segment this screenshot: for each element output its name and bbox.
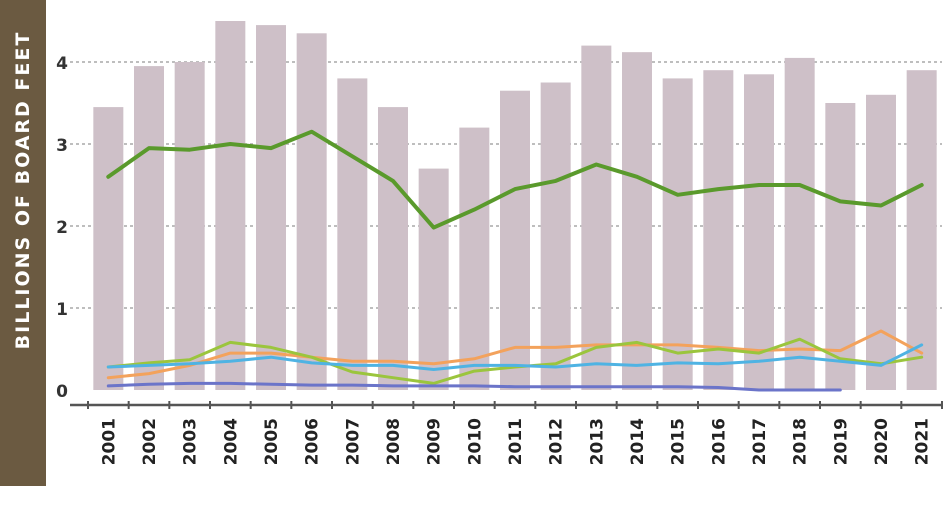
x-tick-label: 2021 (913, 418, 933, 465)
x-tick-label: 2006 (303, 418, 323, 465)
bar (378, 107, 408, 390)
bar (215, 21, 246, 390)
bar (622, 52, 652, 390)
x-tick-label: 2012 (547, 418, 567, 465)
y-tick-label: 3 (56, 136, 68, 156)
bar (581, 45, 612, 390)
x-axis (70, 401, 943, 409)
x-tick-labels: 2001 2002 2003 2004 2005 2006 2007 2008 2009 2010… (99, 418, 932, 465)
bar (418, 168, 449, 390)
x-tick-label: 2001 (99, 418, 119, 465)
series-line (106, 129, 924, 230)
series-line (106, 381, 842, 392)
x-tick-label: 2005 (262, 418, 282, 465)
x-tick-label: 2016 (709, 418, 729, 465)
x-tick-label: 2009 (425, 418, 445, 465)
bar (296, 33, 327, 391)
x-tick-label: 2017 (750, 418, 770, 465)
x-tick-label: 2008 (384, 418, 404, 465)
x-tick-label: 2015 (669, 418, 689, 465)
y-tick-labels: 0 1 2 3 4 (56, 54, 68, 402)
bar (662, 78, 693, 391)
bar (825, 103, 856, 390)
x-tick-label: 2013 (587, 418, 607, 465)
series-line (106, 337, 924, 385)
bar (93, 107, 124, 390)
x-tick-label: 2002 (140, 418, 160, 465)
bar (703, 70, 734, 390)
y-tick-label: 0 (56, 382, 68, 402)
y-axis-label-band: BILLIONS OF BOARD FEET (0, 0, 46, 486)
series-line (106, 343, 924, 371)
x-tick-label: 2011 (506, 418, 526, 465)
bar (540, 82, 571, 390)
bar (784, 57, 815, 391)
bar (174, 62, 205, 390)
bar (459, 127, 490, 390)
x-tick-label: 2007 (343, 418, 363, 465)
bar (337, 78, 368, 391)
bars (93, 21, 937, 391)
bar (866, 94, 896, 391)
bar (744, 74, 774, 391)
series-line (106, 329, 924, 380)
bar (134, 66, 164, 390)
bar (256, 25, 286, 390)
x-tick-label: 2018 (791, 418, 811, 465)
x-tick-label: 2020 (872, 418, 892, 465)
y-tick-label: 2 (56, 218, 68, 238)
x-tick-label: 2019 (831, 418, 851, 465)
y-tick-label: 1 (56, 300, 68, 320)
x-tick-label: 2003 (181, 418, 201, 465)
y-tick-label: 4 (56, 54, 68, 74)
x-tick-label: 2014 (628, 418, 648, 465)
series-lines (106, 129, 924, 392)
bar (500, 90, 530, 390)
bar (906, 70, 937, 390)
x-tick-label: 2010 (465, 418, 485, 465)
x-tick-label: 2004 (221, 418, 241, 465)
